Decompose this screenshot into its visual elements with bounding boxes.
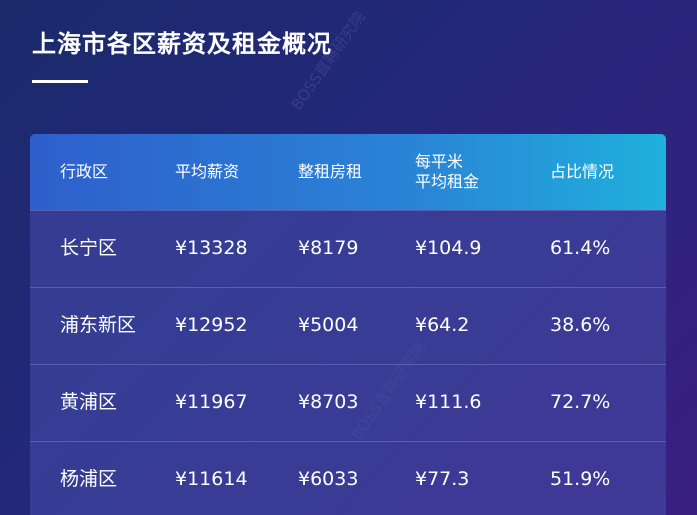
table-row: 长宁区 ¥13328 ¥8179 ¥104.9 61.4% xyxy=(30,210,666,287)
table-cell: ¥64.2 xyxy=(415,314,470,337)
table-cell: ¥11967 xyxy=(175,391,248,414)
table-cell: 51.9% xyxy=(550,468,611,491)
table-cell: ¥77.3 xyxy=(415,468,470,491)
table-cell: 浦东新区 xyxy=(60,314,137,337)
table-cell: ¥104.9 xyxy=(415,237,482,260)
table-cell: 61.4% xyxy=(550,237,611,260)
table-row: 杨浦区 ¥11614 ¥6033 ¥77.3 51.9% xyxy=(30,441,666,515)
table-row: 黄浦区 ¥11967 ¥8703 ¥111.6 72.7% xyxy=(30,364,666,441)
title-underline xyxy=(32,80,88,83)
header-cell: 整租房租 xyxy=(298,162,363,181)
table-cell: ¥8179 xyxy=(298,237,359,260)
header-cell: 每平米 平均租金 xyxy=(415,152,480,191)
page-title: 上海市各区薪资及租金概况 xyxy=(32,30,332,58)
table-cell: ¥111.6 xyxy=(415,391,482,414)
table-cell: 38.6% xyxy=(550,314,611,337)
data-table: 行政区 平均薪资 整租房租 每平米 平均租金 占比情况长宁区 ¥13328 ¥8179 ¥10… xyxy=(30,134,666,515)
table-cell: 黄浦区 xyxy=(60,391,118,414)
table-row: 浦东新区 ¥12952 ¥5004 ¥64.2 38.6% xyxy=(30,287,666,364)
header-cell: 占比情况 xyxy=(550,162,615,181)
header-cell: 行政区 xyxy=(60,162,109,181)
table-cell: ¥6033 xyxy=(298,468,359,491)
table-cell: ¥13328 xyxy=(175,237,248,260)
table-cell: ¥5004 xyxy=(298,314,359,337)
table-cell: 长宁区 xyxy=(60,237,118,260)
table-cell: ¥8703 xyxy=(298,391,359,414)
table-cell: 杨浦区 xyxy=(60,468,118,491)
header-cell: 平均薪资 xyxy=(175,162,240,181)
table-cell: ¥11614 xyxy=(175,468,248,491)
table-header: 行政区 平均薪资 整租房租 每平米 平均租金 占比情况 xyxy=(30,134,666,210)
table-cell: ¥12952 xyxy=(175,314,248,337)
table-cell: 72.7% xyxy=(550,391,611,414)
